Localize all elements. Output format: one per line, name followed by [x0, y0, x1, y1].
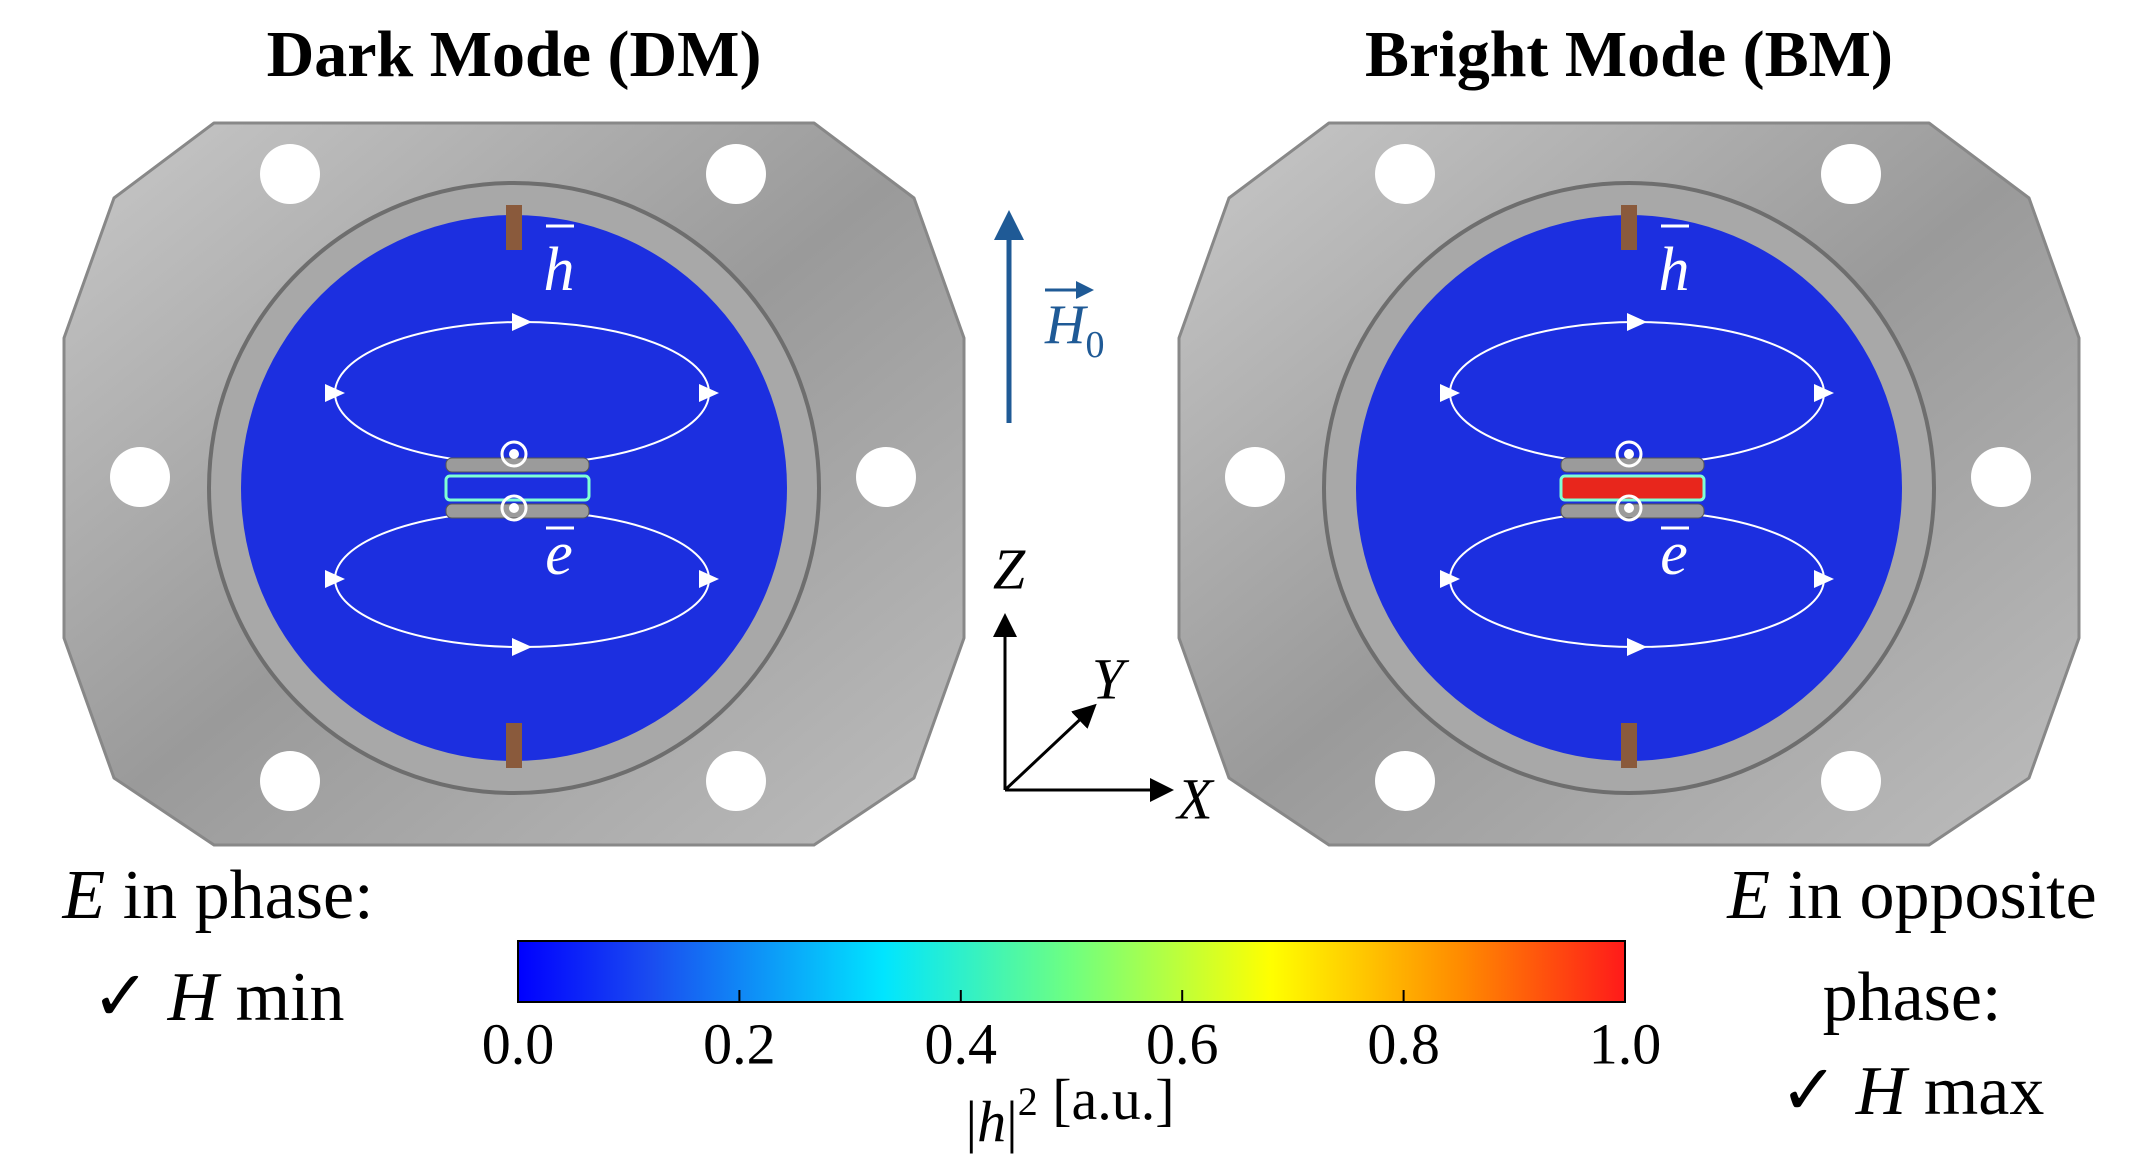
hole [1971, 447, 2031, 507]
rod-field [1559, 474, 1706, 502]
text-part: 2 [1018, 1079, 1038, 1124]
marker [1615, 440, 1643, 468]
axis-x: X [1175, 766, 1215, 831]
right-note: phase: [1823, 959, 2002, 1036]
hole [1821, 144, 1881, 204]
h-label: h [544, 236, 575, 304]
hole [1821, 751, 1881, 811]
right-note: ✓ H max [1780, 1053, 2045, 1130]
panel-title: Dark Mode (DM) [267, 18, 762, 91]
panel: Dark Mode (DM) h e [62, 18, 966, 847]
text-part: | [1006, 1089, 1018, 1154]
h-label: h [1659, 236, 1690, 304]
left-note: ✓ H min [91, 959, 344, 1036]
hole [1375, 751, 1435, 811]
loop-arrow [699, 570, 719, 588]
marker [509, 449, 519, 459]
probe [1621, 723, 1637, 768]
loop-arrow [512, 313, 532, 331]
text-part: H [167, 959, 222, 1036]
right-note: E in opposite [1726, 857, 2096, 934]
probe [1621, 205, 1637, 250]
text-part: max [1906, 1053, 2044, 1130]
text-part: [a.u.] [1038, 1067, 1175, 1132]
hole [856, 447, 916, 507]
probe [506, 205, 522, 250]
hole [110, 447, 170, 507]
rod-field [444, 474, 591, 502]
text-part: ✓ [91, 959, 167, 1036]
axis-y: Y [1092, 646, 1130, 711]
loop-arrow [1440, 570, 1460, 588]
colorbar [517, 940, 1626, 1003]
hole [1225, 447, 1285, 507]
hole [1375, 144, 1435, 204]
text-part: in phase: [105, 857, 373, 934]
loop-arrow [325, 570, 345, 588]
panel-title: Bright Mode (BM) [1365, 18, 1893, 91]
text-part: h [977, 1089, 1006, 1154]
axes-glyph [993, 613, 1174, 802]
text-part: H [1855, 1053, 1910, 1130]
text-part: in opposite [1770, 857, 2097, 934]
colorbar-tick-label: 1.0 [1589, 1011, 1662, 1076]
loop-arrow [512, 638, 532, 656]
text-part: phase: [1823, 959, 2002, 1036]
left-note: E in phase: [61, 857, 373, 934]
e-label: e [1660, 520, 1688, 588]
loop-arrow [699, 384, 719, 402]
hole [260, 144, 320, 204]
text-part: E [1726, 857, 1770, 934]
panel: Bright Mode (BM) h e [1177, 18, 2081, 847]
marker [509, 503, 519, 513]
marker [500, 440, 528, 468]
hole [260, 751, 320, 811]
hole [706, 144, 766, 204]
axis-z: Z [993, 536, 1026, 601]
text-part: ✓ [1780, 1053, 1856, 1130]
loop-arrow [1627, 313, 1647, 331]
colorbar-tick-label: 0.2 [703, 1011, 776, 1076]
loop-arrow [1440, 384, 1460, 402]
field-label: H0 [1044, 294, 1104, 366]
probe [506, 723, 522, 768]
loop-arrow [1814, 384, 1834, 402]
marker [500, 494, 528, 522]
colorbar-tick-label: 0.6 [1146, 1011, 1219, 1076]
marker [1624, 449, 1634, 459]
colorbar-tick-label: 0.8 [1367, 1011, 1440, 1076]
marker [1624, 503, 1634, 513]
hole [706, 751, 766, 811]
e-label: e [545, 520, 573, 588]
colorbar-tick-label: 0.4 [925, 1011, 998, 1076]
colorbar-tick-label: 0.0 [482, 1011, 555, 1076]
loop-arrow [1814, 570, 1834, 588]
loop-arrow [325, 384, 345, 402]
marker [1615, 494, 1643, 522]
text-part: | [965, 1089, 977, 1154]
text-part: min [218, 959, 344, 1036]
loop-arrow [1627, 638, 1647, 656]
text-part: E [61, 857, 105, 934]
colorbar-label: |h|2 [a.u.] [965, 1067, 1174, 1154]
